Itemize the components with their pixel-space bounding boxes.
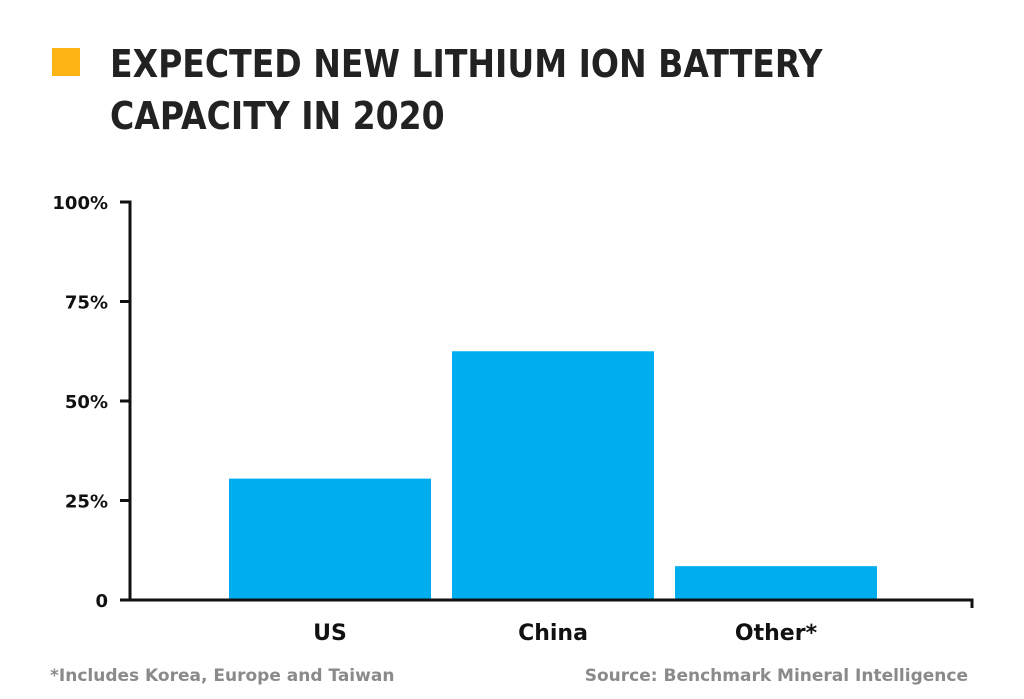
y-tick-label: 0 xyxy=(95,591,108,612)
bar-china xyxy=(452,351,654,600)
x-tick-label: Other* xyxy=(735,621,818,646)
y-ticks-group: 0 25% 50% 75% 100% xyxy=(52,193,130,612)
y-tick-label: 50% xyxy=(65,392,108,413)
source-note: Source: Benchmark Mineral Intelligence xyxy=(584,666,968,686)
x-labels-group: US China Other* xyxy=(313,621,817,646)
x-tick-label: US xyxy=(313,621,347,646)
y-tick-label: 25% xyxy=(65,492,108,513)
bars-group xyxy=(229,351,877,600)
bar-us xyxy=(229,478,431,600)
title-marker-square xyxy=(52,48,80,76)
x-tick-label: China xyxy=(518,621,588,646)
chart-title: EXPECTED NEW LITHIUM ION BATTERY CAPACIT… xyxy=(110,42,823,138)
bar-other xyxy=(675,566,877,600)
y-tick-label: 100% xyxy=(52,193,108,214)
y-tick-label: 75% xyxy=(65,293,108,314)
footnote: *Includes Korea, Europe and Taiwan xyxy=(50,666,395,686)
